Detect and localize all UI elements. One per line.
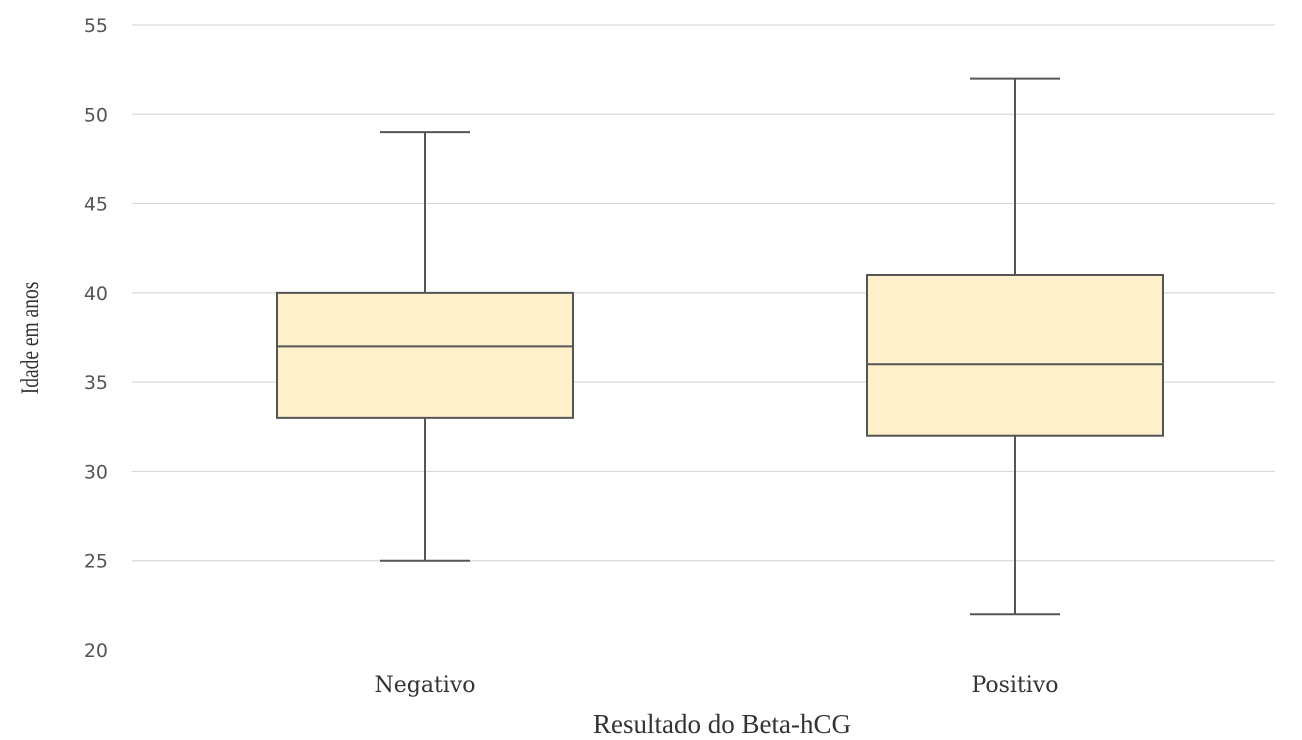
y-tick-label-45: 45 (84, 194, 108, 216)
y-tick-label-40: 40 (84, 283, 108, 305)
boxes (276, 77, 1164, 616)
y-tick-label-30: 30 (84, 461, 108, 483)
y-tick-label-20: 20 (84, 640, 108, 662)
y-tick-label-25: 25 (84, 551, 108, 573)
x-category-label-negativo: Negativo (374, 673, 475, 698)
y-tick-label-35: 35 (84, 372, 108, 394)
y-tick-labels: 20 25 30 35 40 45 50 55 (84, 15, 108, 662)
box-positivo (866, 77, 1164, 616)
box-negativo (276, 131, 574, 562)
iqr-box-negativo (276, 291, 574, 419)
iqr-box-positivo (866, 274, 1164, 437)
y-tick-label-50: 50 (84, 104, 108, 126)
x-category-labels: Negativo Positivo (374, 673, 1058, 698)
y-tick-label-55: 55 (84, 15, 108, 37)
y-axis-title: Idade em anos (16, 282, 44, 395)
x-category-label-positivo: Positivo (971, 673, 1058, 698)
x-axis-title: Resultado do Beta-hCG (593, 709, 851, 739)
